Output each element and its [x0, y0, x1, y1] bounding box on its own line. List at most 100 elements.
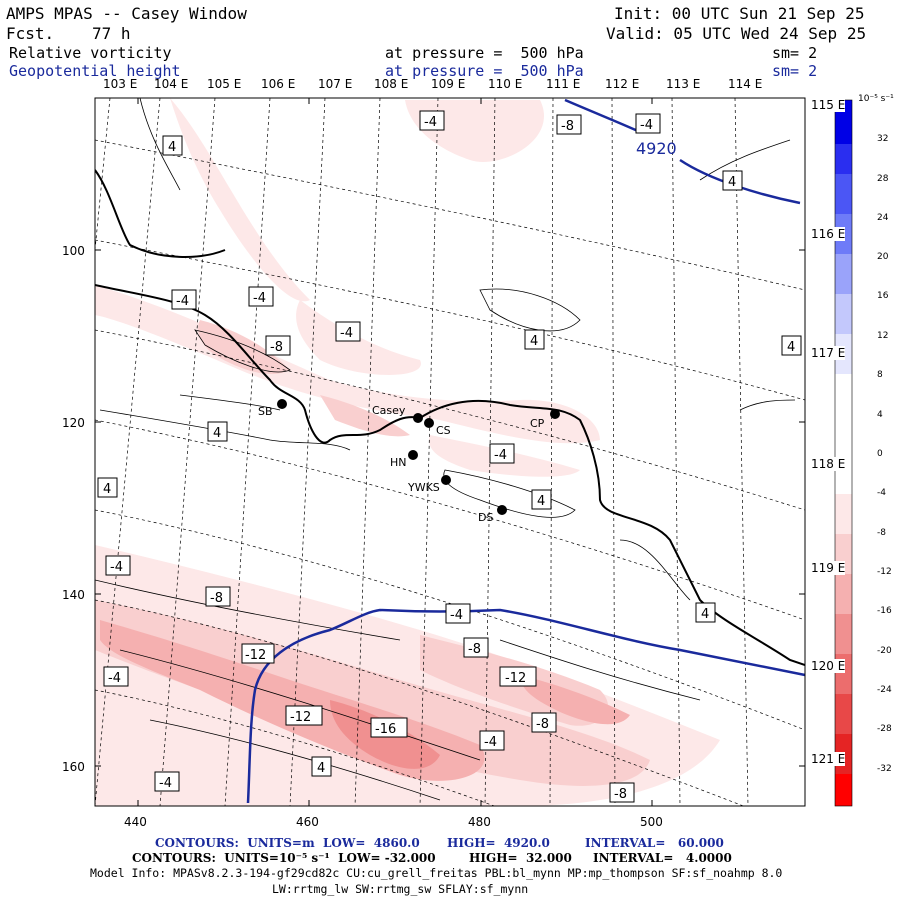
svg-text:4: 4	[168, 140, 176, 155]
contour-label: -4	[171, 289, 197, 310]
svg-text:4: 4	[787, 340, 795, 355]
colorbar-tick: 8	[877, 370, 883, 380]
svg-text:-4: -4	[640, 118, 653, 133]
field2-name: Geopotential height	[9, 62, 181, 80]
colorbar-tick: -28	[877, 724, 892, 734]
station-label-sb: SB	[258, 405, 273, 418]
field1-name: Relative vorticity	[9, 44, 172, 62]
svg-text:-4: -4	[424, 115, 437, 130]
model-info: Model Info: MPASv8.2.3-194-gf29cd82c CU:…	[90, 866, 783, 880]
svg-text:-4: -4	[484, 735, 497, 750]
contour-labels: -4 -8 -4 4 4 -4 -4 -4 -8 4 4 4 -4 4 4 -4…	[97, 110, 802, 803]
lon-label-118: 118 E	[811, 457, 846, 471]
contour-label: 4	[97, 477, 118, 498]
lon-label-104: 104 E	[154, 77, 189, 91]
y-tick-140: 140	[62, 588, 85, 602]
svg-text:-12: -12	[505, 671, 526, 686]
station-label-hn: HN	[390, 456, 407, 469]
station-dot-hn	[408, 450, 418, 460]
svg-text:-8: -8	[468, 642, 481, 657]
contour-label: 4	[531, 489, 552, 510]
svg-text:-8: -8	[536, 717, 549, 732]
svg-text:4: 4	[537, 494, 545, 509]
svg-text:4: 4	[317, 761, 325, 776]
lon-label-120: 120 E	[811, 659, 846, 673]
lon-label-121: 121 E	[811, 752, 846, 766]
contour-label: -12	[241, 643, 275, 664]
svg-text:4: 4	[213, 426, 221, 441]
colorbar-tick: -20	[877, 646, 892, 656]
colorbar	[834, 99, 853, 807]
svg-text:-4: -4	[176, 294, 189, 309]
colorbar-tick: -32	[877, 764, 892, 774]
contour-label: -8	[205, 586, 231, 607]
contour-label: -4	[248, 286, 274, 307]
y-tick-160: 160	[62, 760, 85, 774]
svg-text:-12: -12	[245, 648, 266, 663]
contour-label: 4	[311, 756, 332, 777]
map-title: AMPS MPAS -- Casey Window	[6, 4, 247, 23]
contour-label: 4	[207, 421, 228, 442]
svg-text:-4: -4	[253, 291, 266, 306]
contour-label: -4	[335, 321, 361, 342]
colorbar-tick: 12	[877, 331, 889, 341]
stations	[277, 399, 560, 515]
x-tick-500: 500	[640, 815, 663, 829]
svg-text:-4: -4	[159, 776, 172, 791]
model-info-line2: LW:rrtmg_lw SW:rrtmg_sw SFLAY:sf_mynn	[272, 882, 529, 896]
svg-text:-4: -4	[108, 671, 121, 686]
station-dot-cp	[550, 409, 560, 419]
y-tick-100: 100	[62, 244, 85, 258]
svg-text:-4: -4	[450, 608, 463, 623]
lon-label-106: 106 E	[261, 77, 296, 91]
colorbar-tick: 16	[877, 291, 889, 301]
colorbar-tick: -16	[877, 606, 892, 616]
svg-text:-8: -8	[210, 591, 223, 606]
colorbar-unit: 10⁻⁵ s⁻¹	[858, 94, 894, 104]
svg-text:-8: -8	[614, 787, 627, 802]
contour-label: -16	[370, 717, 408, 738]
lon-label-107: 107 E	[318, 77, 353, 91]
contour-label: -4	[479, 730, 505, 751]
y-tick-120: 120	[62, 416, 85, 430]
init-time: Init: 00 UTC Sun 21 Sep 25	[614, 4, 865, 23]
forecast-hours: 77 h	[92, 24, 131, 43]
svg-text:-4: -4	[340, 326, 353, 341]
contour-label: -12	[499, 666, 537, 687]
vorticity-shading	[95, 98, 720, 806]
contour-label: -4	[489, 443, 515, 464]
x-tick-440: 440	[124, 815, 147, 829]
svg-text:-8: -8	[270, 340, 283, 355]
svg-text:4: 4	[728, 175, 736, 190]
svg-text:-8: -8	[561, 119, 574, 134]
coastline	[95, 169, 805, 666]
contour-label: -4	[419, 110, 445, 131]
colorbar-tick: 0	[877, 449, 883, 459]
x-tick-480: 480	[468, 815, 491, 829]
station-label-cp: CP	[530, 417, 545, 430]
colorbar-tick: 20	[877, 252, 889, 262]
lon-label-113: 113 E	[666, 77, 701, 91]
height-contour-interval: INTERVAL= 60.000	[585, 836, 724, 850]
colorbar-tick: 24	[877, 213, 889, 223]
contour-label: 4	[695, 602, 716, 623]
height-contour-units: CONTOURS: UNITS=m LOW= 4860.0	[155, 836, 420, 850]
station-dot-casey	[413, 413, 423, 423]
svg-text:4: 4	[103, 482, 111, 497]
station-label-ywks: YWKS	[407, 481, 440, 494]
map-frame	[94, 97, 806, 807]
vorticity-contour-interval: INTERVAL= 4.0000	[593, 851, 732, 865]
lon-label-103: 103 E	[103, 77, 138, 91]
lon-label-112: 112 E	[605, 77, 640, 91]
valid-time: Valid: 05 UTC Wed 24 Sep 25	[606, 24, 867, 43]
contour-label: 4	[162, 135, 183, 156]
station-label-casey: Casey	[372, 404, 406, 417]
lon-label-105: 105 E	[207, 77, 242, 91]
field2-level: at pressure = 500 hPa	[385, 62, 584, 80]
contour-label: -12	[285, 705, 323, 726]
svg-text:-16: -16	[375, 722, 396, 737]
lon-label-111: 111 E	[546, 77, 581, 91]
station-dot-ds	[497, 505, 507, 515]
station-dot-sb	[277, 399, 287, 409]
